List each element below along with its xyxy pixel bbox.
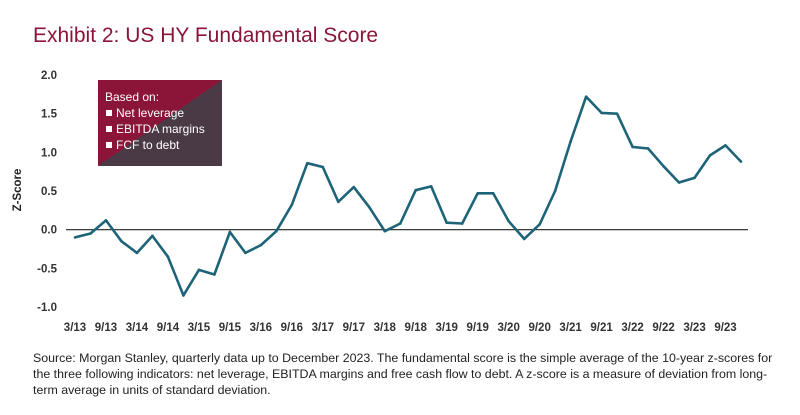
data-point-12-13 (120, 239, 123, 243)
legend-bullet-icon (106, 110, 112, 116)
data-point-9-21 (600, 111, 603, 115)
y-tick-label: 2.0 (41, 70, 57, 82)
x-tick-label: 9/20 (528, 322, 550, 334)
x-tick-label: 9/15 (219, 322, 242, 334)
data-point-9-22 (662, 164, 665, 168)
data-point-3-13 (73, 236, 77, 239)
y-tick-label: -1.0 (37, 302, 57, 314)
data-point-9-15 (228, 230, 232, 234)
data-point-6-18 (398, 222, 402, 225)
data-point-6-16 (275, 229, 278, 233)
data-point-12-20 (553, 189, 557, 193)
data-point-9-19 (476, 192, 479, 195)
x-tick-label: 9/19 (467, 322, 489, 334)
data-point-6-23 (708, 154, 712, 157)
data-point-6-19 (460, 222, 464, 225)
data-point-6-17 (337, 200, 340, 204)
data-point-12-18 (429, 185, 433, 188)
legend-bullet-icon (106, 142, 112, 148)
x-tick-label: 9/16 (281, 322, 303, 334)
data-point-12-16 (306, 161, 309, 165)
data-point-9-14 (166, 255, 170, 259)
x-tick-label: 3/18 (374, 322, 397, 334)
x-tick-label: 9/23 (714, 322, 736, 334)
data-point-6-21 (584, 95, 588, 98)
data-point-3-19 (445, 221, 449, 225)
y-tick-label: 0.0 (41, 225, 57, 237)
data-point-3-18 (383, 229, 387, 233)
data-point-3-21 (569, 140, 572, 143)
data-point-6-15 (213, 273, 216, 276)
x-tick-label: 3/20 (497, 322, 519, 334)
y-tick-label: 1.5 (41, 109, 58, 121)
data-point-3-17 (321, 165, 325, 169)
data-point-12-15 (244, 251, 247, 255)
data-point-3-23 (693, 176, 696, 180)
legend-box: Based on: Net leverage EBITDA margins FC… (98, 80, 222, 166)
chart-title: Exhibit 2: US HY Fundamental Score (33, 24, 379, 47)
x-tick-label: 9/14 (157, 322, 180, 334)
data-point-6-22 (646, 147, 650, 150)
data-point-9-17 (352, 185, 356, 189)
data-point-3-14 (135, 251, 139, 255)
x-tick-label: 3/19 (436, 322, 458, 334)
x-tick-label: 3/14 (126, 322, 149, 334)
data-point-9-20 (538, 222, 541, 226)
data-point-12-19 (491, 192, 495, 195)
data-point-6-13 (89, 232, 92, 235)
legend-item-fcf-to-debt: FCF to debt (116, 138, 180, 152)
data-point-9-23 (724, 144, 727, 147)
data-point-12-22 (677, 181, 681, 184)
line-chart: 2.0 1.5 1.0 0.5 0.0 -0.5 -1.0 3/13 9/13 3/14 9/14… (12, 70, 748, 334)
y-tick-label: 0.5 (41, 186, 58, 198)
legend-bullet-icon (106, 126, 112, 132)
data-point-3-20 (507, 219, 510, 223)
x-tick-label: 3/17 (312, 322, 334, 334)
data-point-3-15 (197, 268, 201, 272)
x-tick-label: 3/16 (250, 322, 272, 334)
data-point-12-21 (615, 112, 619, 115)
x-tick-label: 3/22 (621, 322, 643, 334)
x-tick-label: 9/13 (95, 322, 117, 334)
data-point-12-17 (367, 205, 371, 209)
data-point-12-23 (739, 160, 743, 163)
series-line-fundamental-score (74, 95, 742, 297)
data-point-6-14 (151, 234, 154, 238)
legend-item-net-leverage: Net leverage (116, 106, 184, 120)
data-point-6-20 (522, 237, 526, 241)
x-tick-label: 3/21 (559, 322, 582, 334)
legend-item-ebitda-margins: EBITDA margins (116, 122, 205, 136)
y-tick-label: -0.5 (37, 263, 57, 275)
data-point-3-22 (631, 145, 634, 149)
y-axis-label: Z-Score (12, 169, 24, 212)
data-point-9-18 (414, 188, 418, 192)
x-tick-label: 9/18 (405, 322, 428, 334)
data-point-9-13 (104, 219, 108, 222)
y-tick-label: 1.0 (41, 147, 57, 159)
x-tick-label: 9/21 (590, 322, 613, 334)
x-tick-label: 3/15 (188, 322, 211, 334)
data-point-3-16 (259, 243, 263, 247)
data-point-9-16 (290, 203, 294, 207)
x-tick-label: 9/17 (343, 322, 365, 334)
data-point-12-14 (182, 294, 185, 297)
legend-heading: Based on: (105, 90, 159, 104)
x-tick-label: 3/23 (683, 322, 705, 334)
x-tick-label: 3/13 (64, 322, 86, 334)
x-tick-label: 9/22 (652, 322, 674, 334)
source-footnote: Source: Morgan Stanley, quarterly data u… (33, 351, 773, 397)
